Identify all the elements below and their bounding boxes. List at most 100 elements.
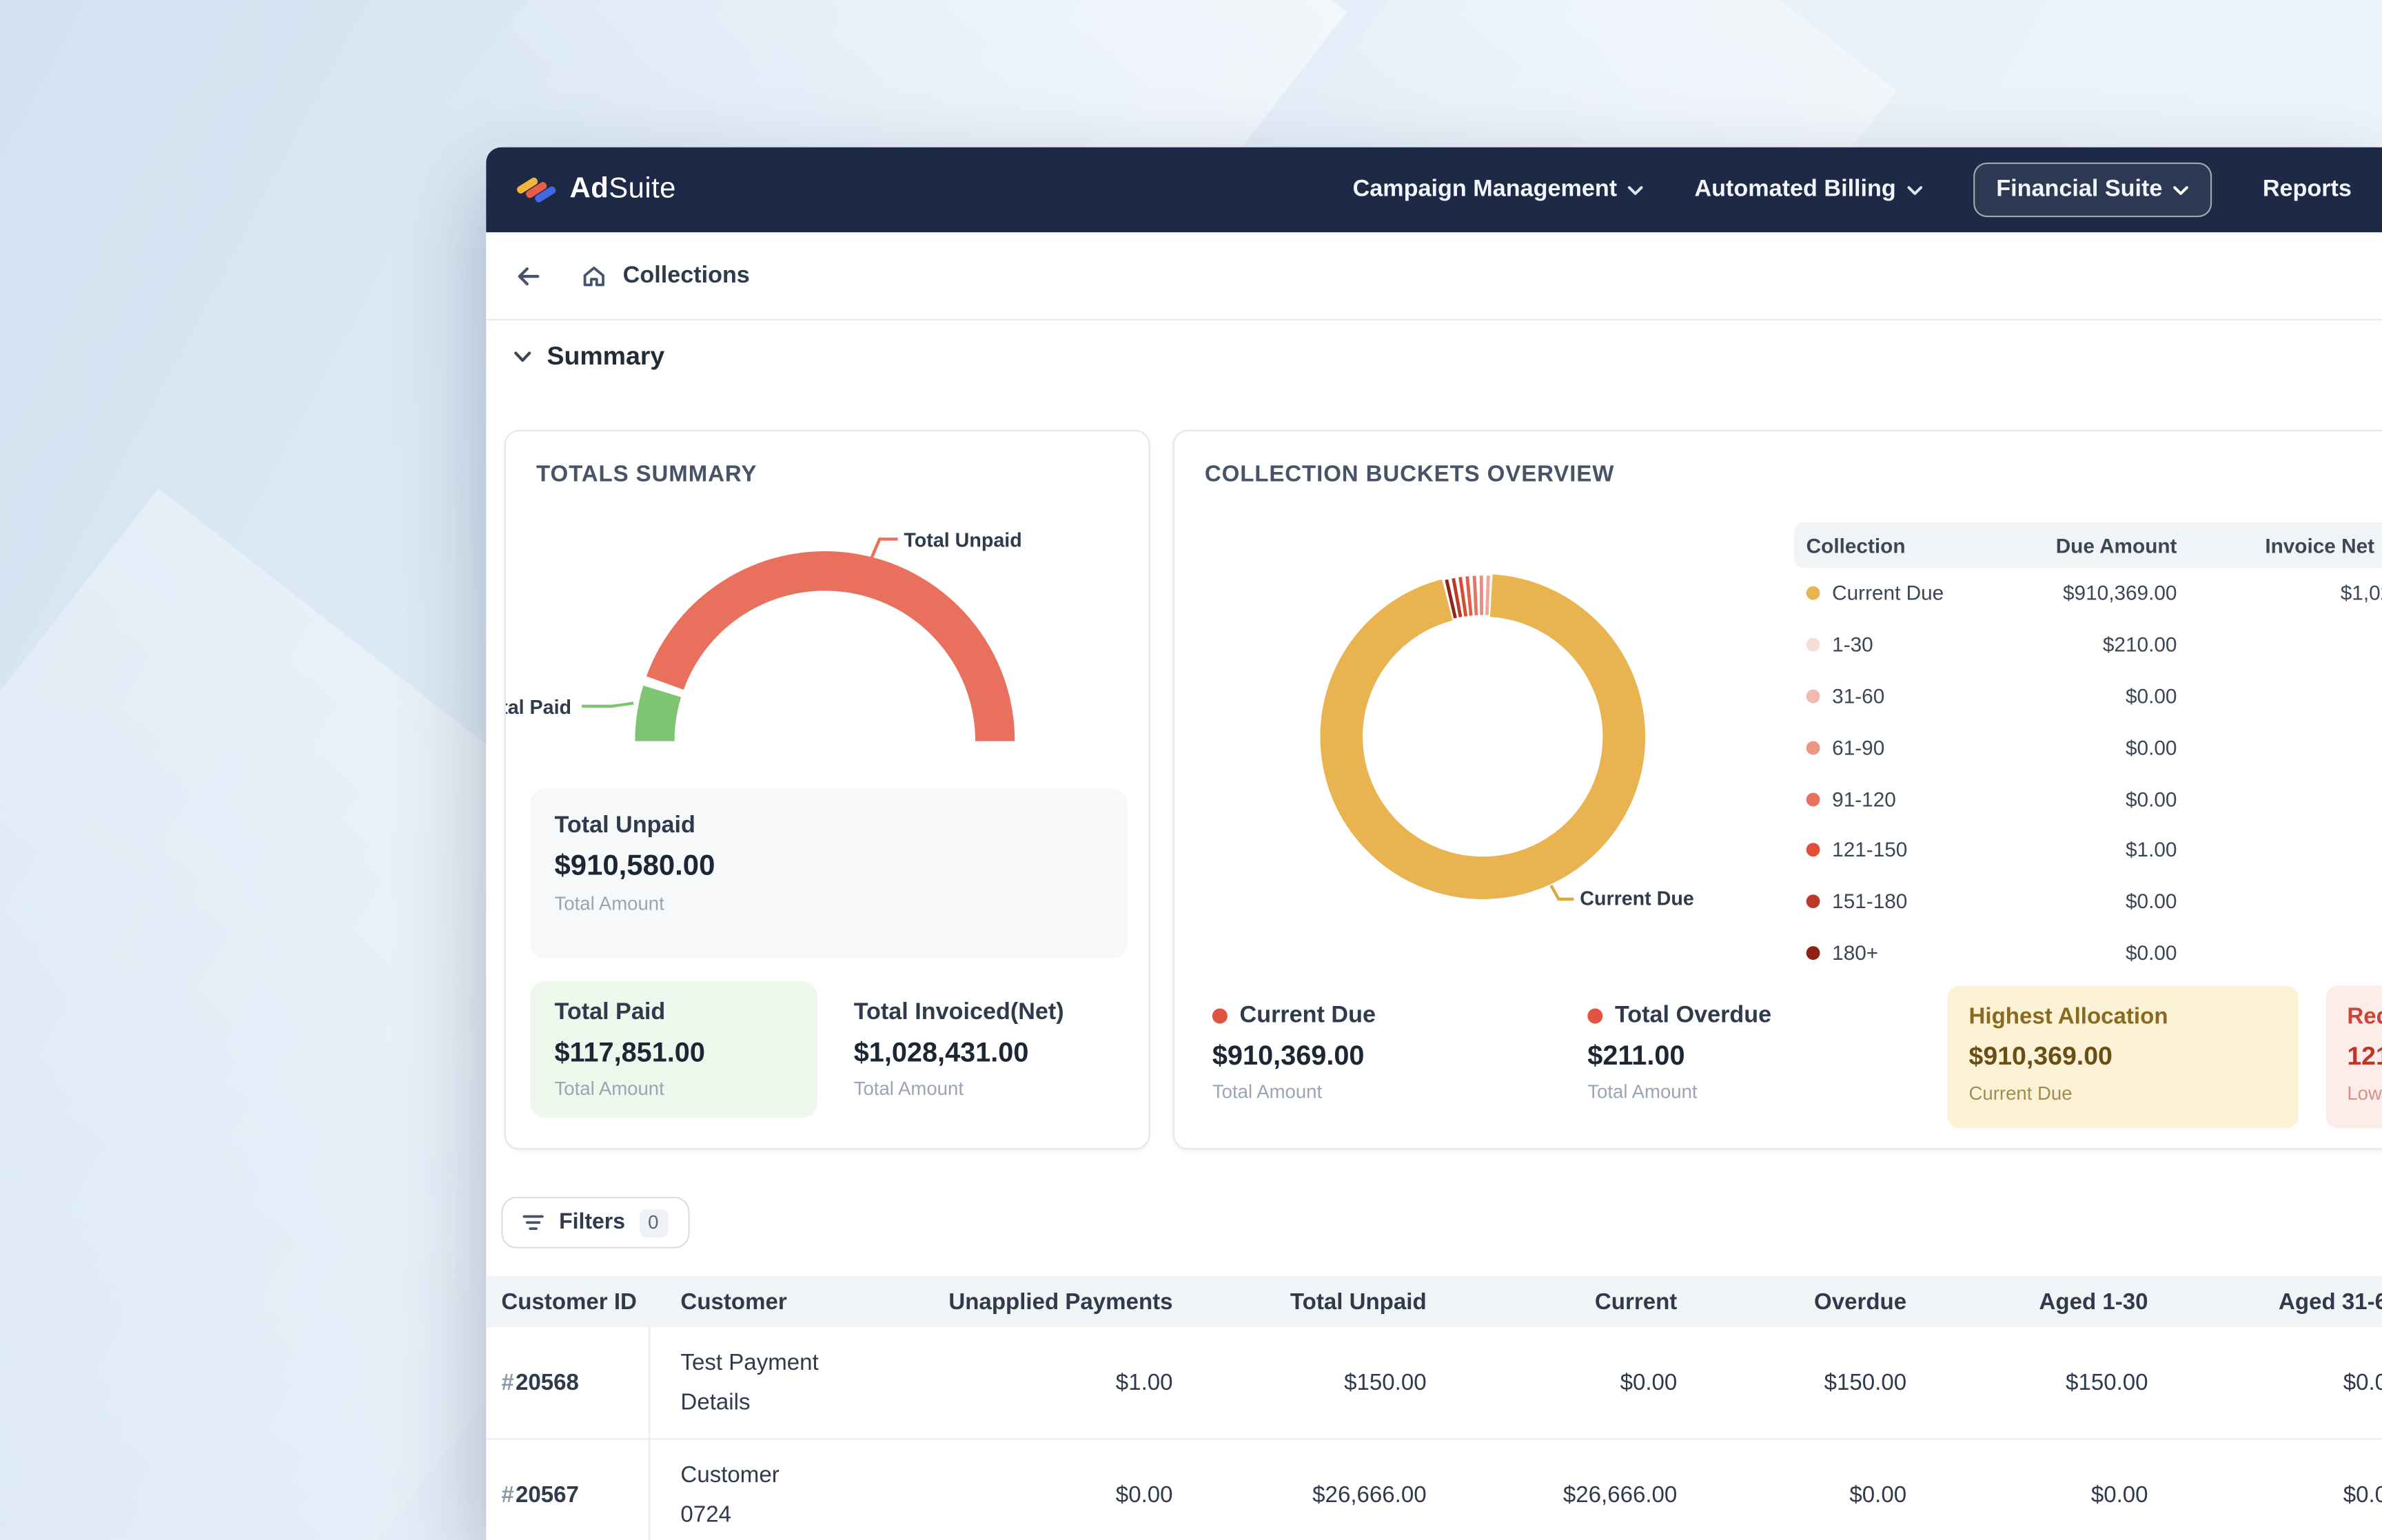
gauge-arc-paid [655,691,662,741]
header-customer: Customer [650,1289,930,1314]
gauge-annotation-line-unpaid [871,539,898,560]
cell-aged-1-30: $0.00 [1906,1482,2148,1508]
bucket-due-amount: $910,369.00 [2022,582,2186,605]
stat-value: $1,028,431.00 [854,1037,1064,1069]
bucket-name: 31-60 [1832,685,1884,708]
nav-label: Reports [2263,176,2352,204]
customer-row[interactable]: #20568 Test Payment Details $1.00 $150.0… [486,1327,2382,1439]
nav-financial-suite[interactable]: Financial Suite [1973,163,2212,217]
filter-icon [522,1213,545,1231]
home-icon [580,262,608,289]
id-hash: # [501,1370,513,1395]
stat-value: $117,851.00 [554,1037,793,1069]
current-due-stat: Current Due $910,369.00 Total Amount [1212,1003,1376,1102]
nav-reports[interactable]: Reports [2263,176,2352,204]
stat-caption: Total Amount [1587,1081,1771,1102]
bucket-row: 151-180 $0.00 [1794,876,2382,927]
bucket-due-amount: $1.00 [2022,839,2186,861]
bucket-due-amount: $210.00 [2022,634,2186,657]
stat-value: $910,369.00 [1212,1040,1376,1072]
bucket-name: 180+ [1832,941,1878,964]
brand-name: AdSuite [570,173,676,206]
bucket-row: 121-150 $1.00 [1794,825,2382,876]
bucket-due-amount: $0.00 [2022,737,2186,759]
cell-overdue: $0.00 [1677,1482,1906,1508]
breadcrumb: Collections [486,232,2382,320]
bucket-invoice-net: $1,028,431.00 [2186,582,2382,605]
bucket-row: 31-60 $0.00 [1794,670,2382,721]
highlight-title: Highest Allocation [1969,1004,2277,1029]
chevron-down-icon [513,351,531,363]
arrow-left-icon [513,262,542,289]
app-logo[interactable]: AdSuite [516,170,676,209]
bucket-due-amount: $0.00 [2022,788,2186,810]
card-title: TOTALS SUMMARY [536,462,757,487]
summary-section-toggle[interactable]: Summary [513,342,664,372]
customer-id-link[interactable]: #20567 [486,1439,650,1539]
bucket-color-dot [1806,638,1820,652]
stat-label: Total Paid [554,999,793,1027]
top-navbar: AdSuite Campaign Management Automated Bi… [486,147,2382,232]
id-number: 20568 [516,1370,579,1395]
bucket-name: 121-150 [1832,839,1907,861]
chevron-down-icon [2173,185,2190,195]
total-paid-stat: Total Paid $117,851.00 Total Amount [530,981,817,1118]
stat-caption: Total Amount [554,893,1103,914]
stat-value: $910,580.00 [554,850,1103,883]
bucket-name: 91-120 [1832,788,1896,810]
cell-overdue: $150.00 [1677,1370,1906,1395]
bucket-color-dot [1806,946,1820,960]
stat-value: $211.00 [1587,1040,1771,1072]
breadcrumb-current-page[interactable]: Collections [623,262,750,289]
nav-label: Automated Billing [1695,176,1896,204]
back-button[interactable] [513,262,542,289]
chevron-down-icon [1906,185,1923,195]
bucket-name: 1-30 [1832,634,1873,657]
filters-button[interactable]: Filters 0 [501,1197,689,1249]
donut-overdue-stripes [1447,575,1489,618]
app-window: AdSuite Campaign Management Automated Bi… [486,147,2382,1540]
totals-gauge-chart: Total Unpaid Total Paid [597,515,1052,766]
collection-buckets-donut-chart: Current Due [1308,562,1658,912]
bucket-row: Current Due $910,369.00 $1,028,431.00 [1794,568,2382,619]
customer-name: Customer 0724 [650,1457,930,1534]
buckets-header-invoice-net: Invoice Net [2186,534,2382,557]
filters-count-badge: 0 [639,1208,668,1237]
total-overdue-stat: Total Overdue $211.00 Total Amount [1587,1003,1771,1102]
brand-name-bold: Ad [570,173,609,205]
bucket-row: 91-120 $0.00 [1794,773,2382,824]
bucket-due-amount: $0.00 [2022,941,2186,964]
collection-buckets-card: COLLECTION BUCKETS OVERVIEW Current Due [1173,430,2382,1150]
cell-total-unpaid: $150.00 [1173,1370,1427,1395]
nav-campaign-management[interactable]: Campaign Management [1353,176,1645,204]
header-aged-31-60: Aged 31-60 [2148,1289,2382,1314]
cell-current: $26,666.00 [1427,1482,1678,1508]
attention-title: Requires Attention [2347,1004,2382,1029]
header-customer-id: Customer ID [486,1275,650,1327]
bucket-due-amount: $0.00 [2022,890,2186,913]
attention-value: 121-150 [2347,1042,2382,1072]
totals-bottom-stats: Total Paid $117,851.00 Total Amount Tota… [530,981,1127,1118]
buckets-header-collection: Collection [1794,534,2022,557]
home-breadcrumb-link[interactable] [580,262,608,289]
nav-label: Financial Suite [1996,176,2162,204]
customers-table: Customer ID Customer Unapplied Payments … [486,1275,2382,1540]
customer-id-link[interactable]: #20568 [486,1327,650,1438]
totals-summary-card: TOTALS SUMMARY Total Unpaid Total Paid T… [505,430,1150,1150]
bucket-color-dot [1806,792,1820,806]
bucket-row: 180+ $0.00 [1794,927,2382,978]
id-hash: # [501,1482,513,1508]
bucket-color-dot [1806,843,1820,857]
donut-annotation-label: Current Due [1580,888,1694,910]
section-title: Summary [547,342,664,372]
gauge-arc-unpaid [665,571,995,741]
total-invoiced-stat: Total Invoiced(Net) $1,028,431.00 Total … [817,981,1064,1118]
card-title: COLLECTION BUCKETS OVERVIEW [1205,462,1614,487]
customer-row[interactable]: #20567 Customer 0724 $0.00 $26,666.00 $2… [486,1439,2382,1539]
nav-automated-billing[interactable]: Automated Billing [1695,176,1924,204]
header-overdue: Overdue [1677,1289,1906,1314]
customer-name: Test Payment Details [650,1344,930,1421]
highest-allocation-box: Highest Allocation $910,369.00 Current D… [1948,985,2299,1128]
stat-label: Total Overdue [1615,1003,1771,1030]
